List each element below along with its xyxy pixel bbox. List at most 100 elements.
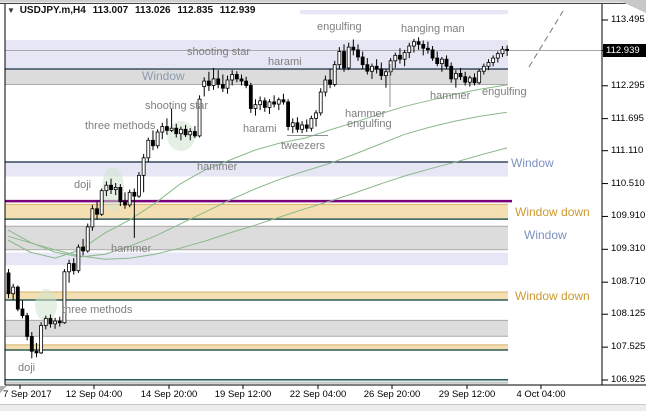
candle-bear: [151, 139, 155, 147]
pattern-label-shooting-star[interactable]: shooting star: [187, 46, 250, 58]
candle-bear: [20, 308, 25, 317]
candle-bear: [216, 78, 221, 85]
pattern-label-engulfing[interactable]: engulfing: [317, 21, 362, 33]
candle-bear: [505, 48, 510, 51]
candle-bull: [253, 104, 258, 109]
candle-bull: [412, 41, 416, 47]
candle-bear: [192, 131, 197, 137]
pattern-label-three-methods[interactable]: three methods: [62, 304, 133, 316]
pattern-label-hammer[interactable]: hammer: [430, 90, 471, 102]
candle-bull: [290, 122, 295, 127]
candle-bear: [118, 186, 123, 203]
candle-bull: [53, 320, 57, 325]
zone-label-window[interactable]: Window: [524, 228, 567, 242]
candle-bull: [481, 65, 486, 72]
candle-bear: [342, 51, 346, 69]
scroll-left-arrow[interactable]: [0, 386, 7, 393]
candle-bear: [109, 184, 113, 190]
pattern-label-doji[interactable]: doji: [18, 362, 36, 374]
candle-bull: [225, 79, 230, 89]
zone-label-window[interactable]: Window: [511, 156, 554, 170]
candle-bull: [477, 70, 482, 84]
time-axis-label: 22 Sep 04:00: [289, 389, 347, 400]
candle-bull: [62, 271, 67, 324]
candle-bear: [244, 80, 249, 86]
candle-bear: [281, 99, 286, 103]
price-band-lavender[interactable]: [300, 9, 508, 15]
ma-slow-line: [7, 147, 508, 260]
candle-bull: [318, 91, 323, 114]
pattern-label-shooting-star[interactable]: shooting star: [145, 100, 208, 112]
forecast-trend-line[interactable]: [528, 10, 564, 68]
price-axis-label: 107.525: [611, 341, 646, 353]
candle-bear: [449, 65, 454, 80]
pattern-label-hammer[interactable]: hammer: [111, 243, 152, 255]
candle-bear: [183, 128, 188, 136]
candle-bull: [188, 131, 193, 136]
candle-bear: [174, 127, 179, 135]
candle-bear: [234, 74, 239, 80]
zone-label-window-down[interactable]: Window down: [515, 289, 590, 303]
pattern-label-hanging-man[interactable]: hanging man: [401, 23, 465, 35]
candle-bull: [402, 52, 407, 60]
price-band-gray[interactable]: [5, 320, 508, 337]
zone-label-window[interactable]: Window: [142, 69, 185, 83]
candle-bear: [430, 49, 435, 59]
pattern-label-harami[interactable]: harami: [243, 123, 277, 135]
candle-bull: [127, 191, 132, 206]
candle-bull: [486, 62, 491, 67]
candle-bull: [146, 139, 151, 159]
price-axis-label: 109.910: [611, 210, 646, 222]
pattern-label-engulfing[interactable]: engulfing: [482, 86, 527, 98]
candle-bull: [230, 74, 235, 81]
candle-bull: [137, 174, 141, 197]
price-band-orange[interactable]: [5, 344, 508, 350]
candle-bear: [48, 317, 53, 325]
price-band-orange[interactable]: [5, 292, 508, 300]
time-axis-label: 4 Oct 04:00: [516, 389, 566, 400]
pattern-label-three-methods[interactable]: three methods: [85, 120, 156, 132]
candle-bear: [34, 350, 39, 354]
time-axis-label: 7 Sep 2017: [3, 389, 52, 400]
candle-bull: [76, 246, 81, 272]
candle-bull: [11, 286, 16, 295]
candle-bear: [360, 56, 365, 66]
candle-bull: [104, 184, 109, 192]
price-band-tealgray[interactable]: [5, 379, 508, 384]
candle-bear: [444, 58, 449, 67]
candle-bull: [169, 127, 174, 131]
price-band-lavender[interactable]: [5, 161, 508, 177]
pattern-label-tweezers[interactable]: tweezers: [281, 140, 326, 152]
candle-bear: [29, 336, 34, 352]
price-axis-label: 106.925: [611, 374, 646, 385]
candle-bear: [132, 191, 137, 197]
pattern-highlight: [35, 289, 57, 321]
candle-bear: [425, 47, 430, 51]
pattern-label-doji[interactable]: doji: [74, 179, 92, 191]
price-axis-label: 108.710: [611, 276, 646, 288]
ma-mid-line: [7, 111, 508, 258]
price-band-gray[interactable]: [5, 226, 508, 250]
candle-bull: [211, 78, 216, 86]
pattern-label-hammer[interactable]: hammer: [345, 108, 386, 120]
pattern-label-harami[interactable]: harami: [268, 56, 302, 68]
candle-bear: [123, 201, 127, 206]
candle-bull: [202, 80, 207, 87]
price-band-lavender[interactable]: [5, 252, 508, 266]
candle-bear: [416, 41, 421, 45]
candle-bear: [81, 246, 85, 252]
pattern-label-hammer[interactable]: hammer: [197, 161, 238, 173]
symbol-dropdown-icon[interactable]: ▼: [7, 6, 15, 15]
candle-bear: [374, 65, 379, 70]
candle-bear: [165, 126, 169, 131]
candle-bear: [286, 101, 291, 127]
candle-bull: [276, 99, 281, 105]
candle-bull: [258, 100, 263, 106]
price-band-orange[interactable]: [5, 204, 508, 220]
zone-label-window-down[interactable]: Window down: [515, 205, 590, 219]
price-band-gray[interactable]: [5, 68, 508, 85]
pattern-label-engulfing[interactable]: engulfing: [347, 118, 392, 130]
ohlc-high: 113.026: [135, 5, 171, 16]
